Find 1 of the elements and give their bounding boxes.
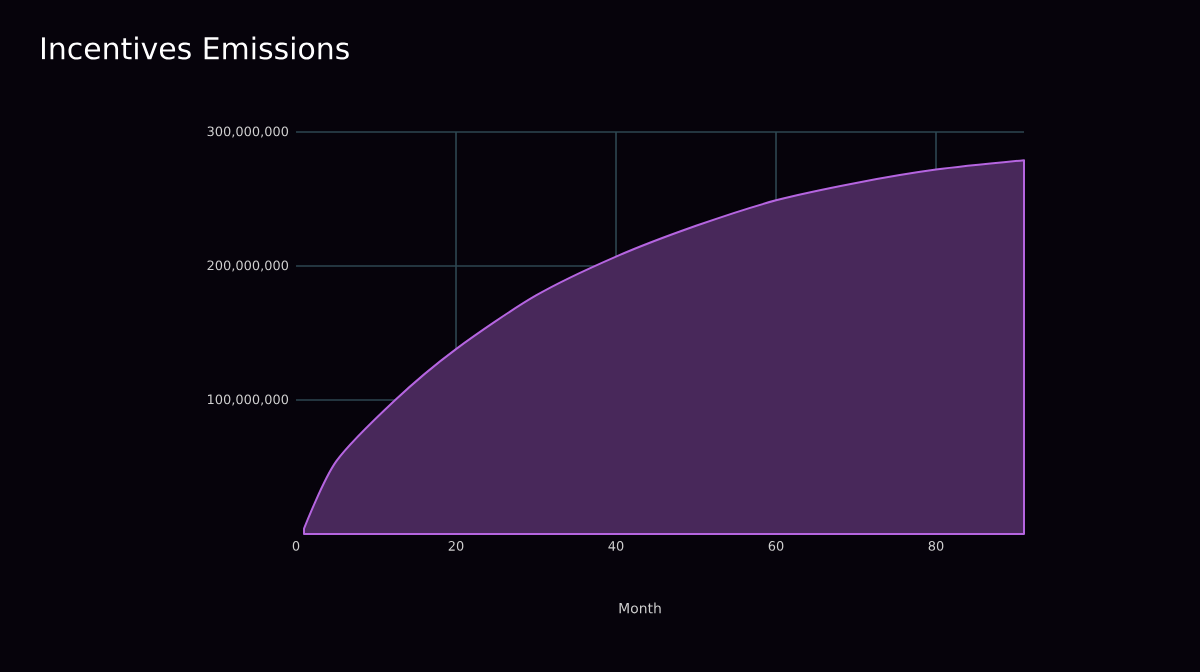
chart-title: Incentives Emissions xyxy=(41,36,349,60)
